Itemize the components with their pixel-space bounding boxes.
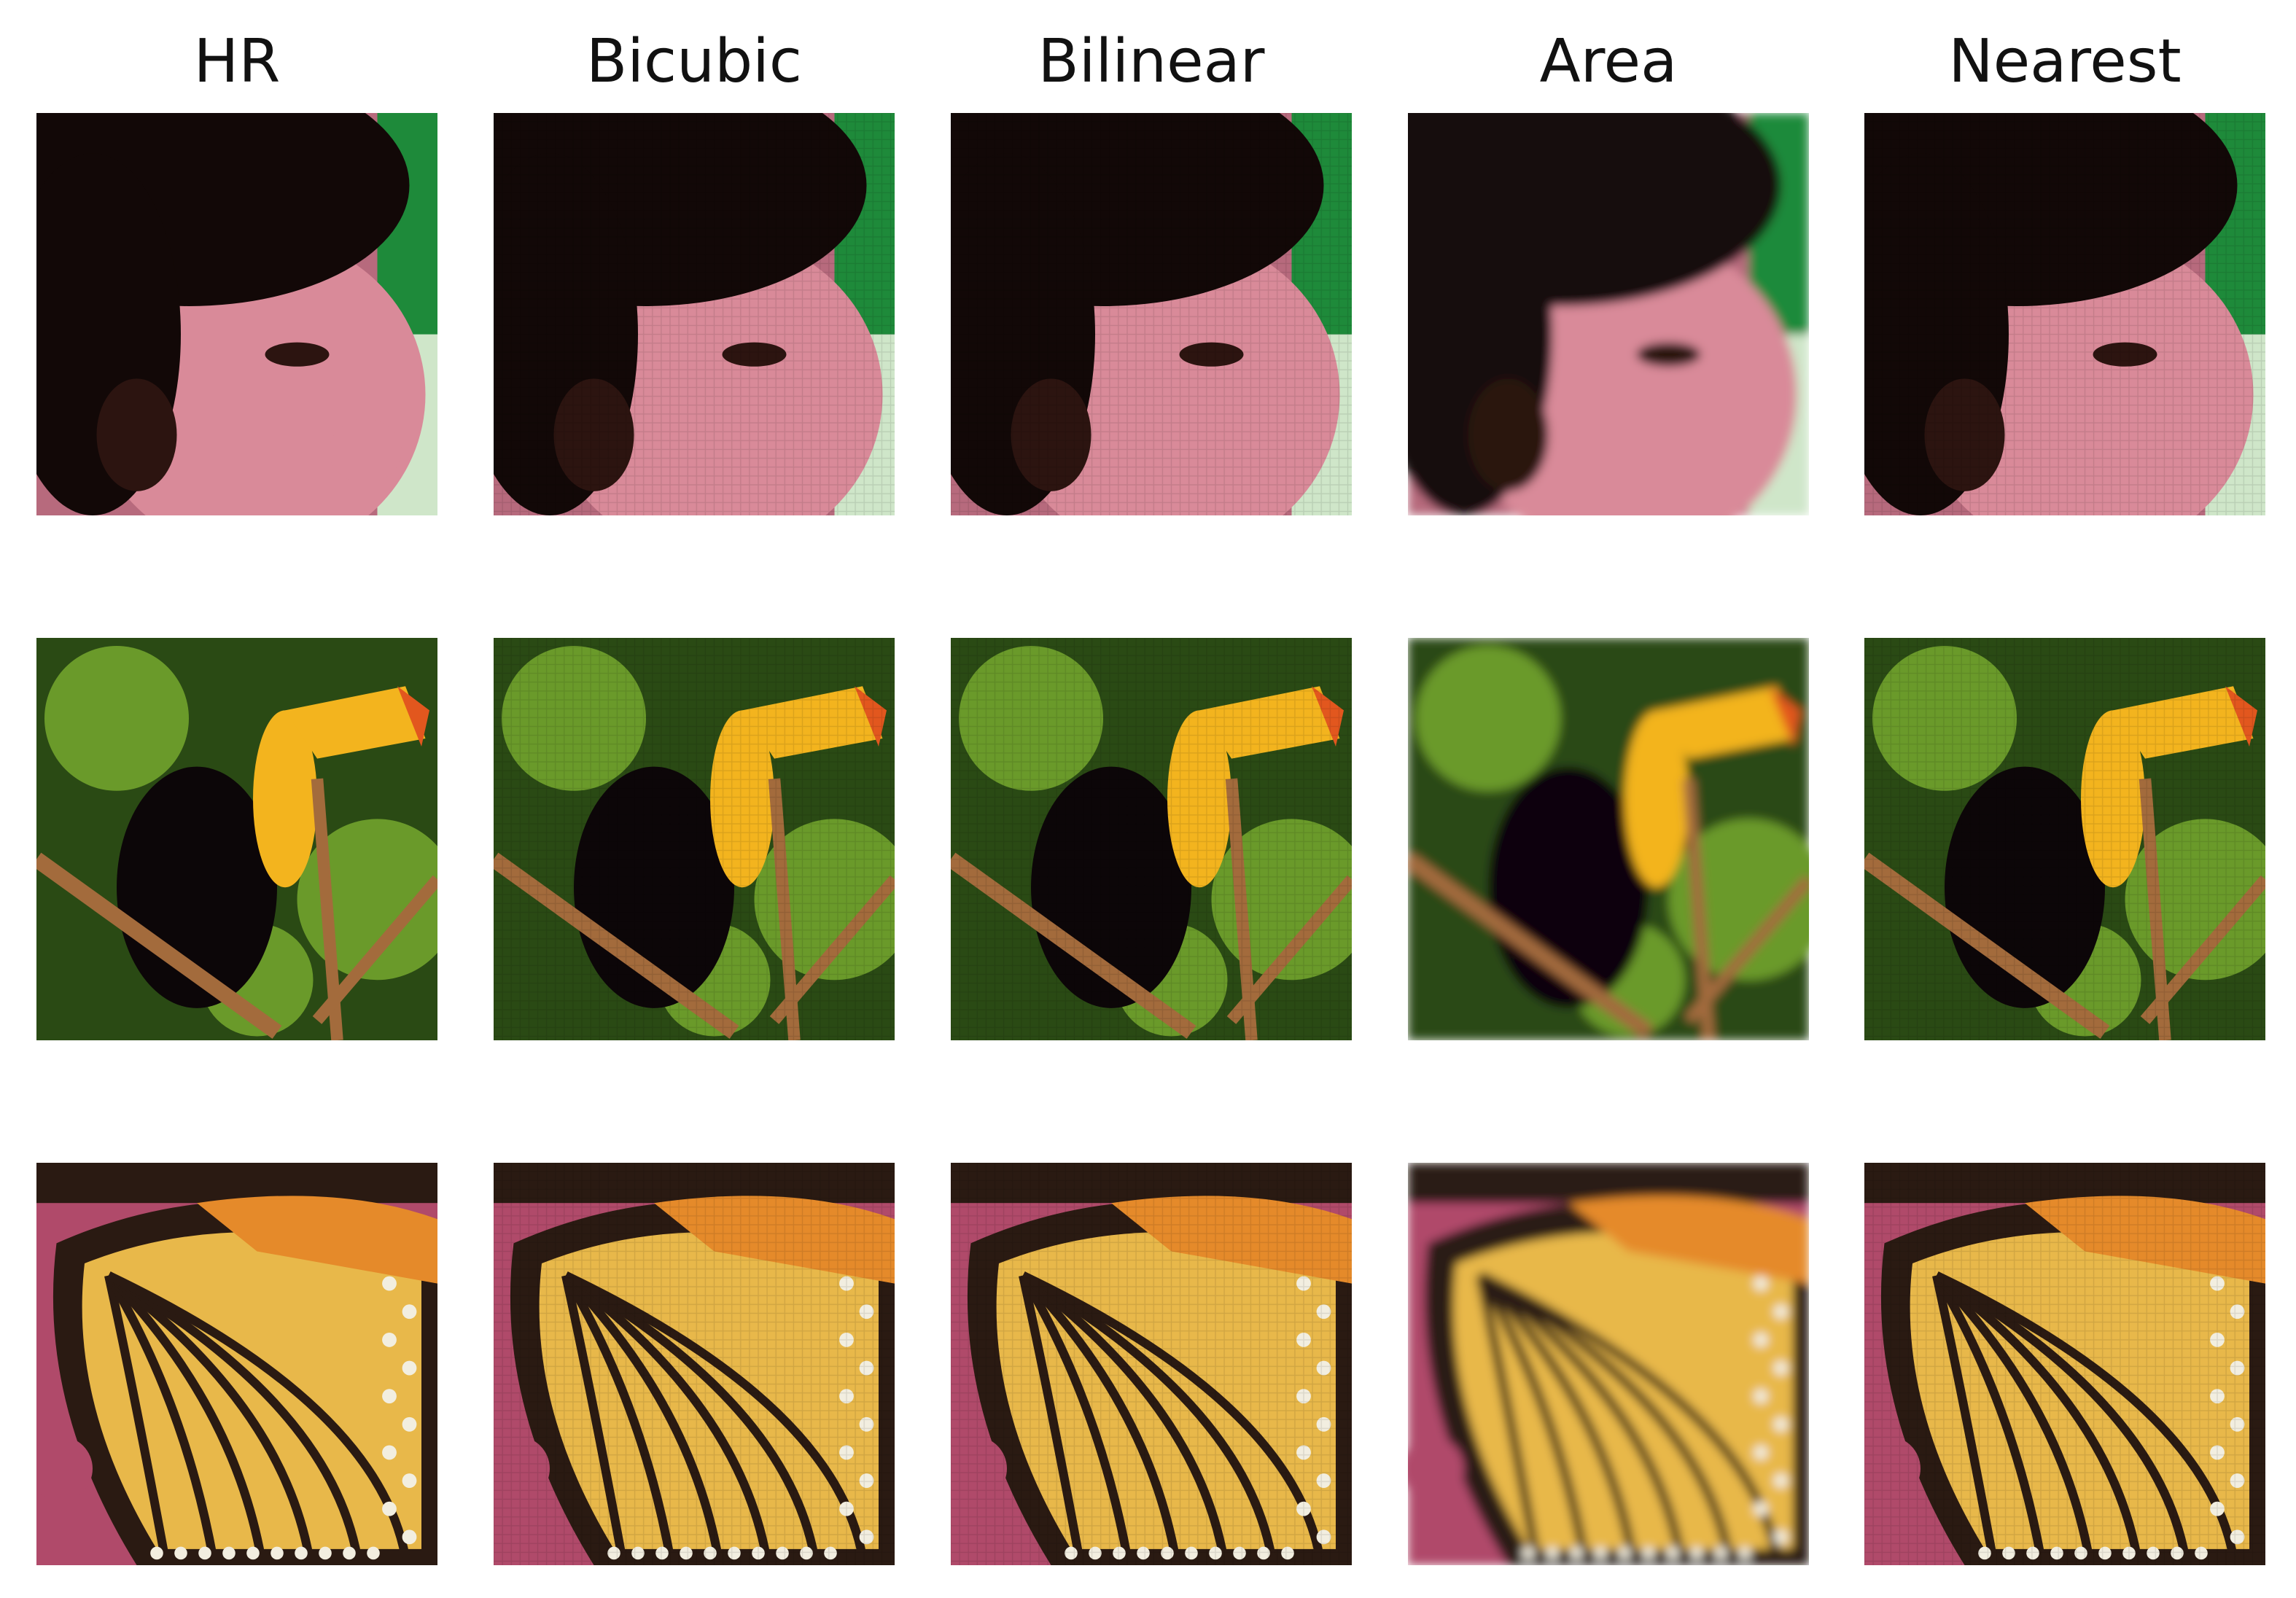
toucan-hr-image [36, 638, 437, 1040]
child-face-area-image [1408, 113, 1809, 515]
child-face-bicubic-image [494, 113, 895, 515]
butterfly-wing-hr-image [36, 1163, 437, 1565]
butterfly-wing-bilinear-image [951, 1163, 1352, 1565]
toucan-area-image [1408, 638, 1809, 1040]
child-face-hr-image [36, 113, 437, 515]
column-title-bilinear: Bilinear [1038, 27, 1265, 96]
butterfly-wing-nearest-image [1864, 1163, 2265, 1565]
column-title-area: Area [1539, 27, 1678, 96]
toucan-nearest-image [1864, 638, 2265, 1040]
butterfly-wing-area-image [1408, 1163, 1809, 1565]
butterfly-wing-bicubic-image [494, 1163, 895, 1565]
child-face-nearest-image [1864, 113, 2265, 515]
toucan-bilinear-image [951, 638, 1352, 1040]
column-title-nearest: Nearest [1948, 27, 2182, 96]
column-title-hr: HR [193, 27, 281, 96]
toucan-bicubic-image [494, 638, 895, 1040]
child-face-bilinear-image [951, 113, 1352, 515]
column-title-bicubic: Bicubic [585, 27, 802, 96]
